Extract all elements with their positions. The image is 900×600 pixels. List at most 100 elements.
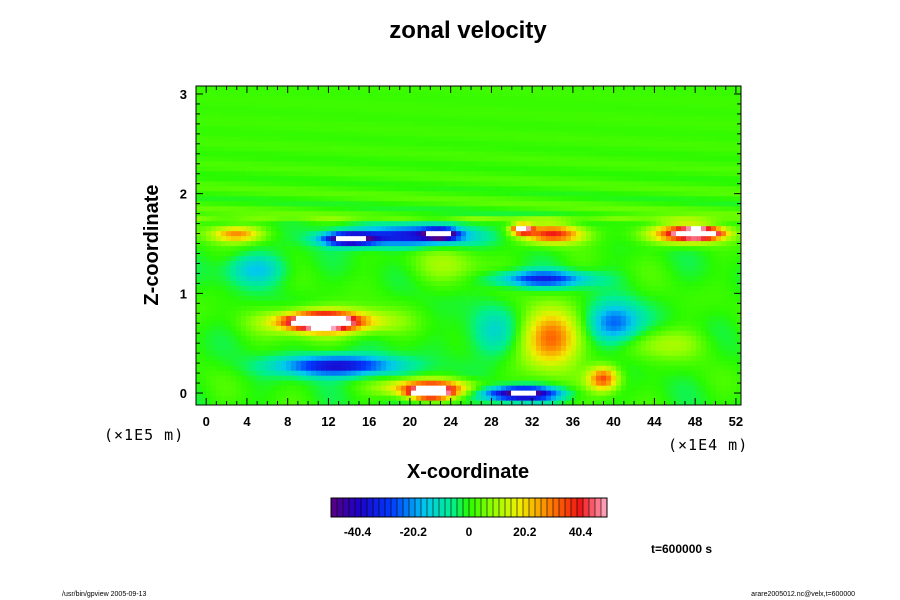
heatmap-cell [551, 360, 557, 366]
heatmap-cell [651, 180, 657, 187]
heatmap-cell [681, 320, 687, 326]
heatmap-cell [536, 315, 542, 321]
heatmap-cell [431, 180, 437, 187]
heatmap-cell [366, 360, 372, 366]
heatmap-cell [641, 390, 647, 396]
heatmap-cell [641, 325, 647, 331]
heatmap-cell [201, 235, 207, 242]
heatmap-cell [716, 290, 722, 296]
heatmap-cell [336, 215, 342, 222]
heatmap-cell [526, 220, 532, 227]
heatmap-cell [606, 235, 612, 242]
heatmap-cell [636, 330, 642, 336]
heatmap-cell [491, 210, 497, 217]
heatmap-cell [556, 255, 562, 262]
heatmap-cell [736, 355, 741, 361]
heatmap-cell [446, 245, 452, 252]
heatmap-cell [206, 185, 212, 192]
heatmap-cell [566, 385, 572, 391]
heatmap-cell [511, 195, 517, 202]
heatmap-cell [611, 350, 617, 356]
heatmap-cell [681, 240, 687, 247]
heatmap-cell [506, 245, 512, 252]
heatmap-cell [626, 290, 632, 296]
heatmap-cell [196, 315, 202, 321]
heatmap-cell [606, 305, 612, 311]
heatmap-cell [221, 265, 227, 272]
heatmap-cell [216, 260, 222, 267]
heatmap-cell [516, 375, 522, 381]
heatmap-cell [381, 285, 387, 291]
heatmap-cell [331, 290, 337, 296]
heatmap-cell [401, 175, 407, 182]
heatmap-cell [351, 235, 357, 242]
heatmap-cell [646, 325, 652, 331]
heatmap-cell [381, 370, 387, 376]
heatmap-cell [586, 220, 592, 227]
heatmap-cell [236, 200, 242, 207]
heatmap-cell [336, 355, 342, 361]
heatmap-cell [416, 265, 422, 272]
heatmap-cell [201, 330, 207, 336]
heatmap-cell [556, 370, 562, 376]
heatmap-cell [456, 230, 462, 237]
heatmap-cell [376, 195, 382, 202]
heatmap-cell [416, 390, 422, 396]
heatmap-cell [416, 360, 422, 366]
heatmap-cell [296, 300, 302, 306]
heatmap-cell [526, 330, 532, 336]
heatmap-cell [661, 360, 667, 366]
heatmap-cell [731, 315, 737, 321]
heatmap-cell [276, 270, 282, 276]
heatmap-cell [611, 265, 617, 272]
heatmap-cell [531, 345, 537, 351]
heatmap-cell [261, 185, 267, 192]
heatmap-cell [621, 230, 627, 237]
heatmap-cell [316, 245, 322, 252]
heatmap-cell [316, 190, 322, 197]
heatmap-cell [656, 295, 662, 301]
heatmap-cell [496, 360, 502, 366]
heatmap-cell [531, 305, 537, 311]
heatmap-cell [451, 195, 457, 202]
heatmap-cell [421, 290, 427, 296]
heatmap-cell [601, 245, 607, 252]
heatmap-cell [541, 395, 547, 401]
heatmap-cell [291, 240, 297, 247]
heatmap-cell [571, 330, 577, 336]
heatmap-cell [271, 285, 277, 291]
heatmap-cell [596, 200, 602, 207]
heatmap-cell [311, 380, 317, 386]
heatmap-cell [541, 205, 547, 212]
heatmap-cell [451, 360, 457, 366]
heatmap-cell [711, 265, 717, 272]
heatmap-cell [386, 235, 392, 242]
heatmap-cell [466, 260, 472, 267]
heatmap-cell [671, 305, 677, 311]
heatmap-cell [296, 175, 302, 182]
heatmap-cell [676, 380, 682, 386]
heatmap-cell [456, 325, 462, 331]
heatmap-cell [491, 330, 497, 336]
heatmap-cell [601, 370, 607, 376]
heatmap-cell [366, 305, 372, 311]
heatmap-cell [386, 290, 392, 296]
heatmap-cell [601, 390, 607, 396]
heatmap-cell [656, 200, 662, 207]
heatmap-cell [271, 270, 277, 276]
heatmap-cell [731, 235, 737, 242]
heatmap-cell [656, 305, 662, 311]
heatmap-cell [381, 315, 387, 321]
heatmap-cell [271, 280, 277, 286]
heatmap-cell [556, 210, 562, 217]
heatmap-cell [686, 200, 692, 207]
heatmap-cell [301, 205, 307, 212]
heatmap-cell [636, 290, 642, 296]
heatmap-cell [486, 280, 492, 286]
heatmap-cell [591, 370, 597, 376]
heatmap-cell [371, 225, 377, 232]
heatmap-cell [506, 230, 512, 237]
heatmap-cell [656, 265, 662, 272]
heatmap-cell [591, 340, 597, 346]
heatmap-cell [436, 260, 442, 267]
